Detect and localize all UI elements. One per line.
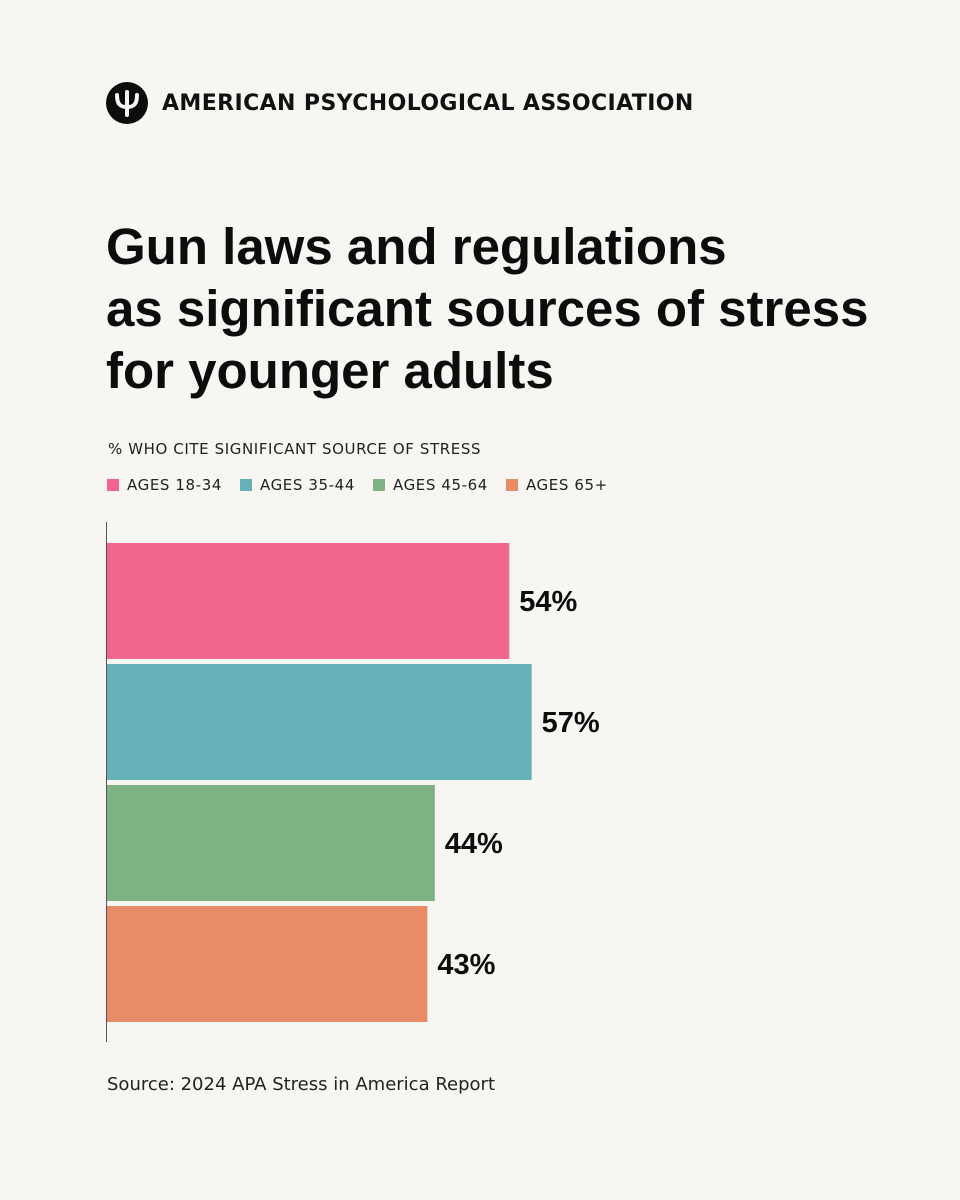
chart-subtitle: % WHO CITE SIGNIFICANT SOURCE OF STRESS <box>108 440 482 458</box>
bar-ages-45-64 <box>107 785 435 901</box>
header: AMERICAN PSYCHOLOGICAL ASSOCIATION <box>106 82 694 124</box>
chart-title-line: Gun laws and regulations <box>106 218 727 275</box>
organization-name: AMERICAN PSYCHOLOGICAL ASSOCIATION <box>162 90 694 116</box>
legend-swatch <box>505 479 518 491</box>
chart-title-line: for younger adults <box>106 342 554 399</box>
source-note: Source: 2024 APA Stress in America Repor… <box>107 1074 496 1095</box>
chart-title: Gun laws and regulations as significant … <box>106 216 936 402</box>
legend-swatch <box>372 479 385 491</box>
chart-title-line: as significant sources of stress <box>106 280 869 337</box>
bar-value-label: 44% <box>445 828 503 860</box>
legend-label: AGES 35-44 <box>259 476 355 494</box>
legend-item-ages-45-64: AGES 45-64 <box>372 476 488 494</box>
legend-label: AGES 18-34 <box>127 476 222 494</box>
chart-legend: AGES 18-34 AGES 35-44 AGES 45-64 AGES 65… <box>107 476 626 494</box>
bar-value-label: 57% <box>542 707 600 739</box>
legend-label: AGES 45-64 <box>392 476 488 494</box>
bar-ages-65-plus <box>107 906 428 1022</box>
bar-ages-35-44 <box>107 664 532 780</box>
psi-logo-icon <box>106 82 148 124</box>
legend-item-ages-18-34: AGES 18-34 <box>107 476 222 494</box>
legend-label: AGES 65+ <box>525 476 608 494</box>
bar-value-label: 43% <box>437 949 495 981</box>
bar-value-label: 54% <box>519 586 577 618</box>
legend-item-ages-35-44: AGES 35-44 <box>239 476 355 494</box>
legend-swatch <box>239 479 252 491</box>
legend-item-ages-65-plus: AGES 65+ <box>505 476 608 494</box>
legend-swatch <box>107 479 119 491</box>
bar-ages-18-34 <box>107 543 510 659</box>
